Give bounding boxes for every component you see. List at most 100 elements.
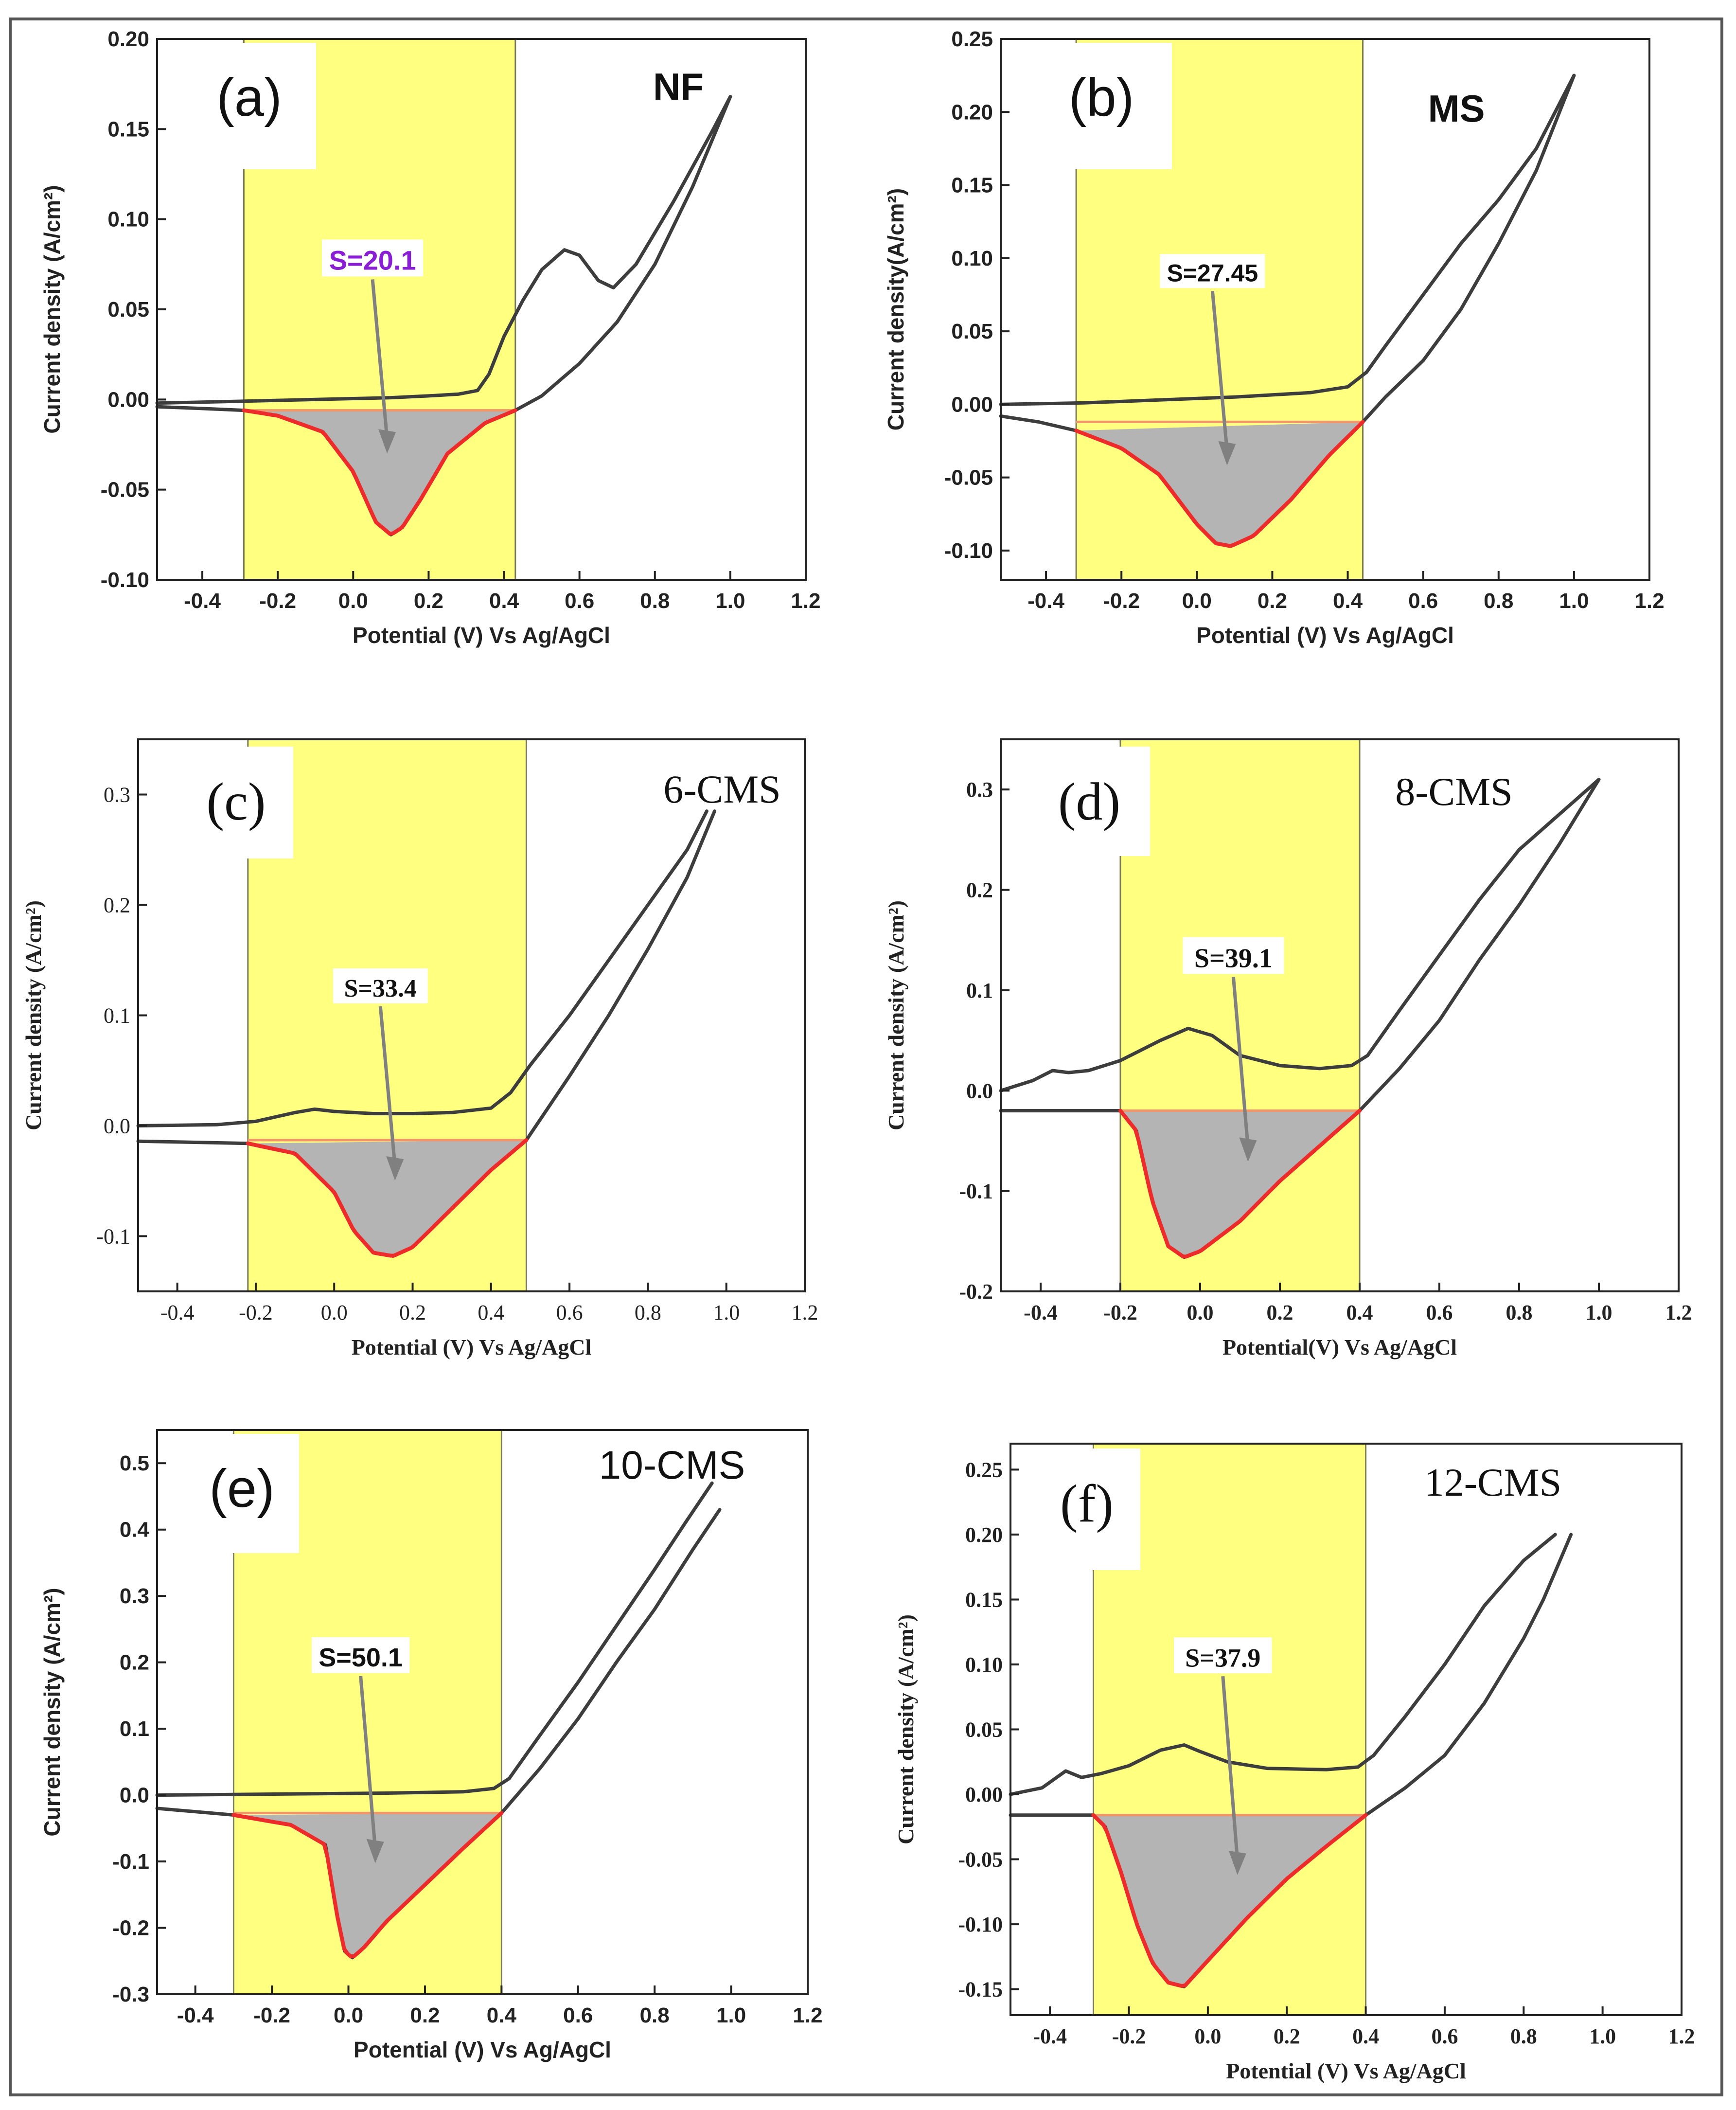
x-tick-label: 0.2 (410, 2003, 440, 2027)
x-tick-label: 0.4 (1352, 2024, 1379, 2048)
integration-arrow (1231, 977, 1250, 1147)
x-axis-title: Potential(V) Vs Ag/AgCl (1222, 1335, 1457, 1359)
x-tick-label: 0.4 (489, 589, 519, 613)
y-tick-label: 0.25 (951, 27, 993, 51)
integration-arrow-head (1228, 1850, 1246, 1875)
panel-label-box (1033, 1448, 1140, 1570)
sample-label: 12-CMS (1424, 1460, 1562, 1504)
panel-label: (a) (216, 68, 282, 127)
x-tick-label: 0.8 (1484, 589, 1513, 613)
integrated-area (248, 1140, 527, 1256)
x-tick-label: -0.2 (239, 1301, 273, 1324)
panel-label-box (179, 747, 293, 858)
y-tick-label: 0.2 (966, 878, 993, 902)
x-tick-label: 0.2 (399, 1301, 426, 1324)
integration-arrow-head (378, 429, 396, 454)
anodic-scan-line (155, 95, 732, 405)
x-tick-label: 0.8 (640, 2003, 670, 2027)
x-tick-label: 1.2 (793, 2003, 822, 2027)
integration-label: S=37.9 (1185, 1643, 1260, 1672)
sample-label: 6-CMS (663, 767, 781, 811)
x-axis-title: Potential (V) Vs Ag/AgCl (353, 623, 610, 648)
sample-label: NF (653, 65, 704, 108)
cathodic-peak-highlight (1074, 420, 1365, 548)
integration-arrow-head (1218, 441, 1236, 465)
y-tick-label: 0.05 (965, 1718, 1003, 1742)
integration-label: S=20.1 (329, 245, 416, 275)
y-tick-label: 0.25 (965, 1458, 1003, 1482)
x-tick-label: -0.2 (1103, 589, 1140, 613)
integration-arrow-head (386, 1156, 404, 1181)
y-tick-label: 0.20 (951, 100, 993, 124)
x-tick-label: 0.0 (1187, 1301, 1214, 1324)
y-tick-label: 0.00 (951, 393, 993, 416)
x-tick-label: 1.2 (1634, 589, 1664, 613)
x-tick-label: 0.4 (1333, 589, 1363, 613)
y-tick-label: 0.2 (120, 1651, 149, 1675)
x-tick-label: -0.4 (177, 2003, 214, 2027)
x-tick-label: 1.2 (792, 1301, 818, 1324)
anodic-scan-line (999, 73, 1576, 406)
x-tick-label: 1.0 (1589, 2024, 1616, 2048)
integration-label-box (333, 968, 428, 1003)
x-tick-label: -0.2 (259, 589, 296, 613)
panel-label: (d) (1058, 772, 1120, 831)
anodic-scan-line (1009, 1533, 1557, 1796)
panel-label-box (182, 43, 316, 169)
plot-frame (156, 1429, 809, 1995)
y-tick-label: -0.3 (112, 1983, 149, 2006)
x-tick-label: 0.4 (1346, 1301, 1373, 1324)
sample-label-box (1381, 747, 1549, 827)
integrated-area (1093, 1815, 1366, 1986)
y-tick-label: -0.10 (958, 1913, 1003, 1936)
x-tick-label: 1.0 (716, 2003, 746, 2027)
x-tick-label: 1.2 (1668, 2024, 1695, 2048)
integration-label-box (322, 239, 424, 277)
y-tick-label: 0.3 (120, 1584, 149, 1608)
x-tick-label: 0.4 (487, 2003, 517, 2027)
y-axis-title: Current density (A/cm²) (21, 900, 46, 1130)
integrated-area (233, 1813, 502, 1957)
y-tick-label: 0.20 (107, 27, 149, 51)
y-axis-title: Current density (A/cm²) (893, 1614, 918, 1844)
anodic-scan-line (155, 1481, 714, 1797)
integrated-area (1120, 1110, 1360, 1257)
anodic-scan-line (136, 809, 709, 1127)
y-tick-label: -0.2 (959, 1280, 993, 1304)
x-tick-label: 0.0 (334, 2003, 363, 2027)
cathodic-peak-highlight (246, 1138, 529, 1258)
x-axis-title: Potential (V) Vs Ag/AgCl (1196, 623, 1454, 648)
chart-panel-e: S=50.1 -0.4 -0.2 0.0 0.2 0.4 0.6 0.8 1.0 1.2 -0.3 -… (39, 1429, 823, 2062)
integration-label-box (311, 1637, 410, 1673)
y-tick-label: -0.2 (112, 1916, 149, 1940)
y-tick-label: -0.15 (958, 1978, 1003, 2002)
integration-label-box (1174, 1637, 1272, 1674)
integration-arrow (371, 279, 389, 439)
anodic-scan-line (999, 778, 1601, 1092)
x-tick-label: 0.0 (338, 589, 368, 613)
x-tick-label: 1.2 (791, 589, 820, 613)
x-tick-label: 1.0 (1559, 589, 1589, 613)
panel-label: (b) (1069, 68, 1134, 127)
y-axis-title: Current density(A/cm²) (883, 188, 908, 430)
x-tick-label: 0.2 (414, 589, 443, 613)
y-tick-label: 0.20 (965, 1523, 1003, 1547)
y-tick-label: 0.10 (951, 247, 993, 270)
integration-label: S=39.1 (1194, 943, 1273, 973)
integration-label: S=33.4 (344, 975, 417, 1002)
panel-label: (e) (209, 1459, 274, 1519)
x-tick-label: -0.4 (1024, 1301, 1058, 1324)
plot-frame (1000, 38, 1650, 581)
y-tick-label: 0.05 (107, 298, 149, 322)
y-tick-label: 0.3 (104, 783, 130, 807)
y-tick-label: 0.05 (951, 320, 993, 343)
sample-label-box (586, 747, 810, 829)
integration-label-box (1183, 937, 1284, 974)
x-tick-label: -0.2 (1103, 1301, 1137, 1324)
y-tick-label: 0.1 (104, 1004, 130, 1028)
panel-label: (f) (1060, 1474, 1114, 1533)
x-axis-title: Potential (V) Vs Ag/AgCl (1226, 2058, 1466, 2083)
y-tick-label: -0.05 (958, 1848, 1003, 1872)
integration-arrow (1210, 290, 1229, 451)
x-tick-label: 0.6 (565, 589, 594, 613)
